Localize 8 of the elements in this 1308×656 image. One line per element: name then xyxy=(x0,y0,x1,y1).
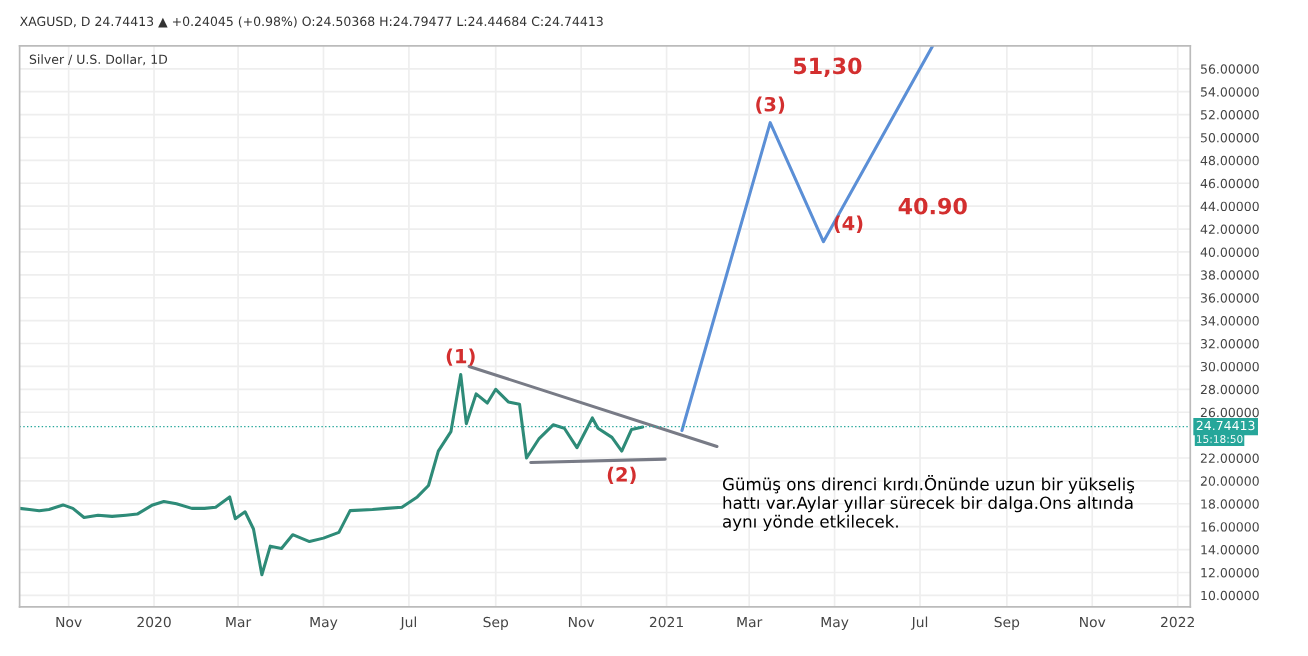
annotation: (2) xyxy=(607,466,636,485)
annotation: (1) xyxy=(446,348,475,366)
annotation: Gümüş ons direnci kırdı.Önünde uzun bir yükseliş hattı var.Aylar yıllar sürecek bir dalga.Ons altında aynı yönde etkilecek. xyxy=(722,474,1135,531)
line-series xyxy=(19,372,645,577)
annotation: 51,30 xyxy=(793,57,862,78)
annotation: (4) xyxy=(834,215,863,233)
annotation: (3) xyxy=(756,96,785,114)
annotation: 40.90 xyxy=(898,197,967,215)
